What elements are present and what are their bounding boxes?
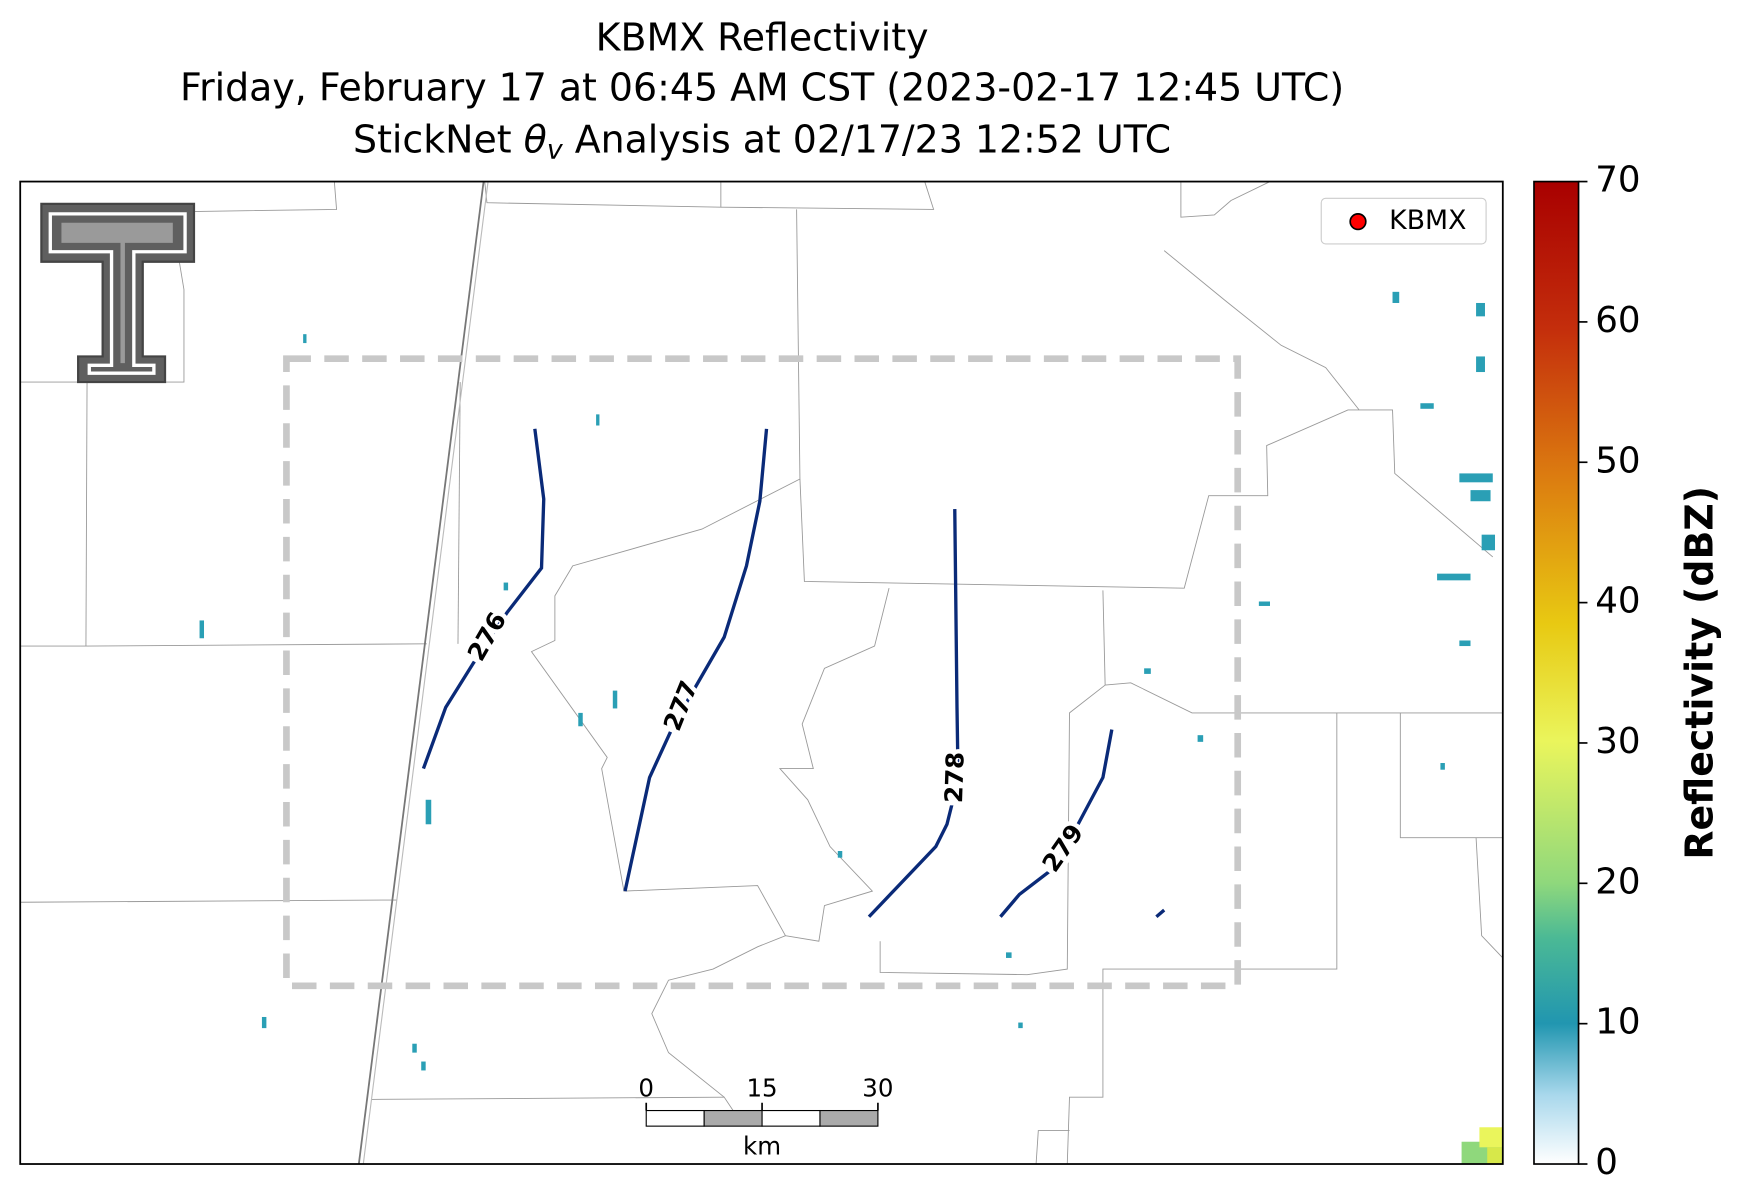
scale-bar: 0 15 30 km [638,1073,893,1160]
colorbar: Reflectivity (dBZ) 0 10 20 30 40 50 60 70 [1533,160,1722,1183]
subtitle: Friday, February 17 at 06:45 AM CST (202… [180,66,1344,110]
legend: KBMX [1320,197,1487,245]
analysis-domain [283,355,1242,990]
colorbar-tick-label: 50 [1595,440,1640,481]
colorbar-label: Reflectivity (dBZ) [1678,486,1722,860]
legend-label: KBMX [1389,205,1466,236]
analysis-title: StickNet θv Analysis at 02/17/23 12:52 U… [353,117,1171,165]
contour-line [867,509,960,918]
colorbar-tick-label: 40 [1595,581,1640,622]
legend-marker [1349,213,1367,231]
colorbar-tick-label: 10 [1595,1002,1640,1043]
echo-cluster [1487,1147,1503,1165]
analysis-prefix: StickNet [353,117,512,161]
colorbar-scale [1533,180,1580,1165]
title: KBMX Reflectivity [596,16,929,60]
colorbar-tick-label: 30 [1595,721,1640,762]
colorbar-tick-label: 20 [1595,861,1640,902]
map-frame [19,180,1504,1165]
theta: θ [524,117,547,161]
state-line-shadow [362,181,489,1165]
state-line [357,181,485,1165]
colorbar-tick-label: 0 [1595,1142,1618,1183]
scale-tick-label: 15 [746,1073,777,1102]
colorbar-tick-label: 60 [1595,300,1640,341]
scale-segment [761,1109,821,1127]
scale-segment [819,1109,879,1127]
echo-cluster [1479,1127,1503,1148]
analysis-suffix: Analysis at 02/17/23 12:52 UTC [575,117,1171,161]
radar-echoes [199,291,1503,1165]
contour-line [421,428,546,770]
scale-unit: km [743,1131,781,1160]
county-lines [20,181,1504,1165]
scale-segment [703,1109,763,1127]
scale-tick-label: 30 [862,1073,893,1102]
scale-tick-label: 0 [638,1073,654,1102]
legend-box [1320,197,1487,245]
scale-segment [645,1109,705,1127]
contour-label: 278 [939,751,970,803]
contour-line [999,729,1114,918]
contour-fragment [1155,908,1166,918]
theta-subscript: v [547,134,564,165]
contour-line [623,428,769,892]
colorbar-tick-label: 70 [1595,160,1640,201]
logo [40,202,196,384]
map-background [20,181,1503,1165]
